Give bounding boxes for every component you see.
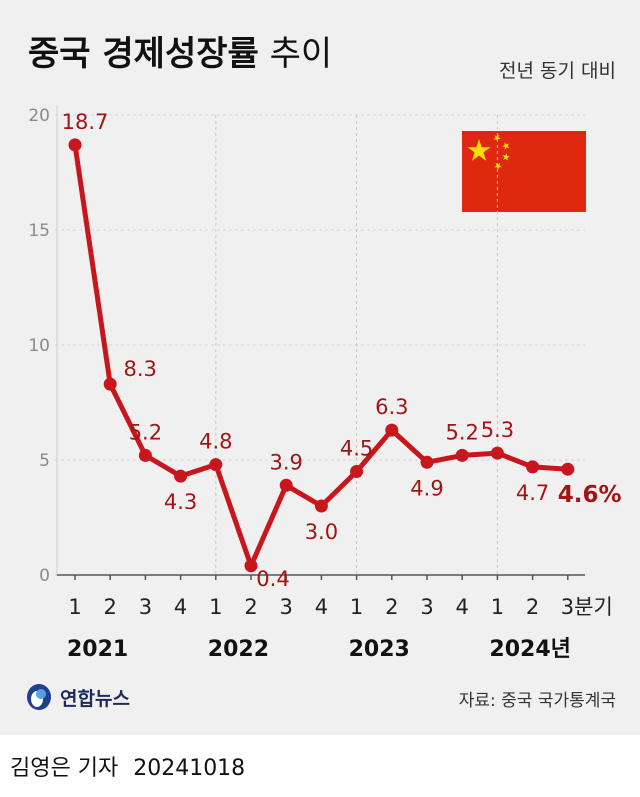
data-label: 6.3 — [375, 395, 408, 419]
data-point — [174, 469, 188, 483]
data-label: 4.9 — [410, 476, 443, 500]
x-tick-label: 4 — [456, 595, 469, 619]
data-label: 18.7 — [62, 110, 109, 134]
title-bold: 중국 경제성장률 — [28, 34, 259, 74]
data-label: 3.0 — [305, 520, 338, 544]
data-point — [561, 462, 575, 476]
unit-label: 전년 동기 대비 — [499, 60, 616, 82]
flag-small-star — [493, 134, 501, 142]
year-label: 2021 — [67, 637, 128, 662]
data-point — [244, 559, 258, 573]
y-tick-label: 10 — [28, 336, 50, 356]
data-point — [350, 465, 364, 478]
data-point — [314, 499, 328, 513]
x-tick-label: 1 — [491, 595, 504, 619]
year-label: 2024년 — [489, 637, 570, 662]
x-tick-label: 1 — [209, 595, 222, 619]
data-point — [138, 448, 152, 462]
flag-field — [462, 131, 586, 212]
data-label: 8.3 — [123, 357, 156, 381]
data-label: 0.4 — [256, 567, 289, 591]
flag-small-star — [502, 153, 510, 161]
x-tick-label: 4 — [315, 595, 328, 619]
data-label: 4.7 — [516, 481, 549, 505]
flag-small-star — [502, 142, 510, 150]
x-tick-label: 2 — [244, 595, 257, 619]
data-point — [279, 478, 293, 492]
chart-title: 중국 경제성장률 추이 — [28, 26, 332, 75]
logo-text: 연합뉴스 — [60, 687, 130, 710]
x-tick-label: 1 — [68, 595, 81, 619]
data-point — [420, 455, 434, 469]
yonhap-logo-icon — [27, 684, 51, 710]
data-point — [103, 377, 117, 391]
byline-name: 김영은 기자 — [10, 756, 119, 781]
year-label: 2022 — [208, 637, 269, 662]
x-tick-label: 1 — [350, 595, 363, 619]
data-point — [209, 458, 223, 472]
data-label: 4.3 — [164, 490, 197, 514]
x-tick-label: 3 — [420, 595, 433, 619]
data-point — [526, 460, 540, 474]
flag-big-star — [467, 139, 491, 161]
source-note: 자료: 중국 국가통계국 — [458, 691, 616, 711]
data-label: 4.5 — [340, 437, 373, 461]
china-flag-icon — [462, 131, 586, 212]
x-tick-label: 2 — [526, 595, 539, 619]
flag-small-star — [494, 162, 502, 170]
data-point — [490, 446, 504, 460]
data-label: 5.3 — [481, 418, 514, 442]
title-light: 추이 — [269, 34, 333, 74]
x-tick-label: 3 — [280, 595, 293, 619]
data-label: 3.9 — [269, 450, 302, 474]
data-point — [455, 448, 469, 462]
data-label: 5.2 — [129, 420, 162, 444]
x-tick-label: 3분기 — [561, 595, 613, 619]
byline-date: 20241018 — [133, 756, 246, 781]
x-tick-label: 4 — [174, 595, 187, 619]
data-label: 5.2 — [445, 420, 478, 444]
y-tick-label: 0 — [39, 566, 50, 586]
data-point — [385, 423, 399, 437]
y-tick-label: 15 — [28, 221, 50, 241]
data-point — [68, 138, 82, 152]
data-label: 4.6% — [558, 482, 622, 508]
yonhap-logo: 연합뉴스 — [24, 682, 130, 712]
y-tick-label: 20 — [28, 106, 50, 126]
x-tick-label: 3 — [139, 595, 152, 619]
byline: 김영은 기자 20241018 — [10, 750, 245, 782]
x-tick-label: 2 — [104, 595, 117, 619]
year-label: 2023 — [349, 637, 410, 662]
y-tick-label: 5 — [39, 451, 50, 471]
data-label: 4.8 — [199, 430, 232, 454]
x-tick-label: 2 — [385, 595, 398, 619]
